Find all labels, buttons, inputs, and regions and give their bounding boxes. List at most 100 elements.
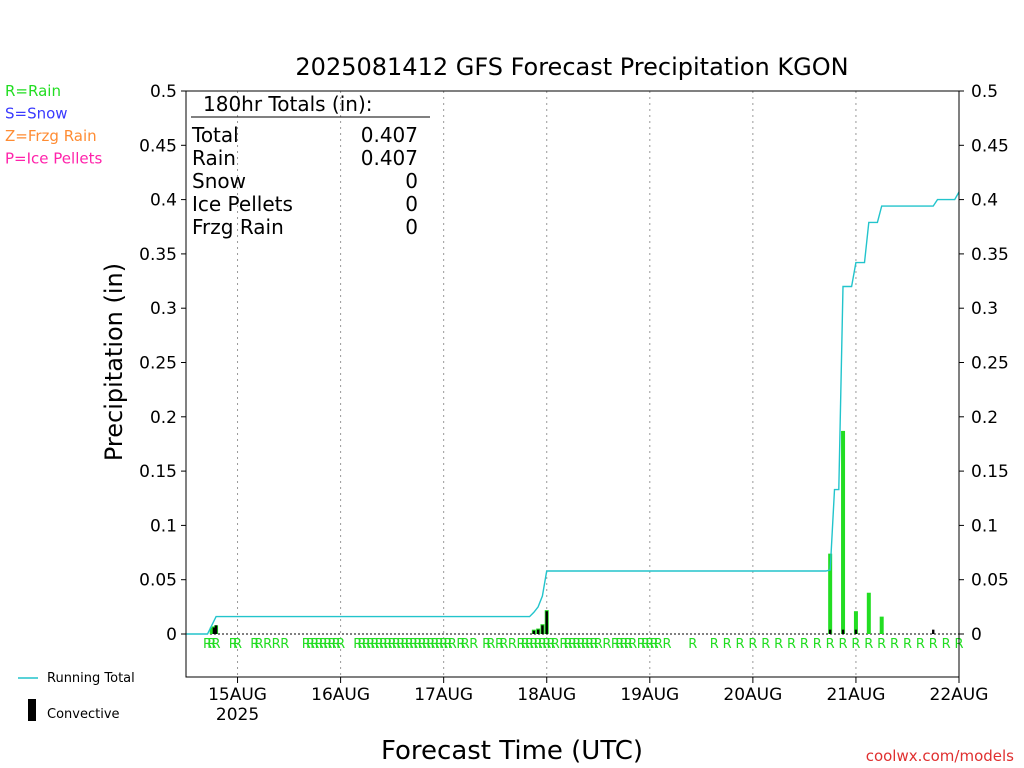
type-symbol: R	[405, 637, 414, 652]
totals-row-label: Total	[191, 123, 239, 147]
x-tick-label: 15AUG	[208, 685, 267, 705]
totals-header: 180hr Totals (in):	[203, 92, 373, 116]
legend-convective-swatch	[28, 699, 36, 721]
running-total-line	[186, 191, 960, 635]
totals-row-label: Rain	[192, 146, 236, 170]
type-symbol: R	[723, 637, 732, 652]
type-symbol: R	[929, 637, 938, 652]
type-symbol: R	[641, 637, 650, 652]
type-symbol: R	[624, 637, 633, 652]
type-symbol: R	[585, 637, 594, 652]
y-axis-label: Precipitation (in)	[100, 263, 128, 461]
type-symbol: R	[250, 637, 259, 652]
type-symbol: R	[370, 637, 379, 652]
legend-type-3: P=Ice Pellets	[5, 150, 102, 168]
y-tick-label-left: 0.2	[150, 408, 177, 428]
type-symbol: R	[568, 637, 577, 652]
type-symbol: R	[516, 637, 525, 652]
y-tick-label-right: 0.3	[971, 299, 998, 319]
credit-text: coolwx.com/models	[866, 747, 1014, 765]
type-symbol: R	[353, 637, 362, 652]
type-symbol: R	[589, 637, 598, 652]
type-legend: R=Rain S=Snow Z=Frzg Rain P=Ice Pellets	[5, 82, 102, 168]
type-symbol: R	[628, 637, 637, 652]
type-symbol: R	[431, 637, 440, 652]
type-symbol: R	[538, 637, 547, 652]
totals-row-value: 0.407	[361, 146, 418, 170]
x-tick-label: 16AUG	[311, 685, 370, 705]
type-symbol: R	[375, 637, 384, 652]
type-symbol: R	[654, 637, 663, 652]
type-symbol: R	[302, 637, 311, 652]
type-symbol: R	[534, 637, 543, 652]
y-tick-label-right: 0.05	[971, 571, 1009, 591]
totals-row-label: Frzg Rain	[192, 215, 284, 239]
type-symbol: R	[839, 637, 848, 652]
y-tick-label-left: 0.1	[150, 516, 177, 536]
type-symbol: R	[379, 637, 388, 652]
type-symbol: R	[890, 637, 899, 652]
rain-bar	[853, 611, 858, 634]
type-symbol: R	[396, 637, 405, 652]
legend-type-1: S=Snow	[5, 105, 68, 123]
type-symbol: R	[551, 637, 560, 652]
type-symbol: R	[306, 637, 315, 652]
type-symbol: R	[207, 637, 216, 652]
type-symbol: R	[362, 637, 371, 652]
type-symbol: R	[688, 637, 697, 652]
y-tick-label-left: 0.25	[139, 354, 177, 374]
y-tick-label-left: 0	[166, 625, 177, 645]
type-symbol: R	[525, 637, 534, 652]
type-symbol: R	[559, 637, 568, 652]
convective-bar	[532, 630, 536, 634]
type-symbol: R	[280, 637, 289, 652]
type-symbol: R	[233, 637, 242, 652]
type-symbol: R	[422, 637, 431, 652]
grid-lines	[237, 91, 857, 677]
convective-bar	[828, 629, 832, 634]
type-symbol: R	[315, 637, 324, 652]
type-symbol: R	[800, 637, 809, 652]
convective-bar	[854, 629, 858, 634]
y-tick-label-left: 0.3	[150, 299, 177, 319]
legend-type-2: Z=Frzg Rain	[5, 127, 97, 145]
right-y-ticks: 0 0.05 0.1 0.15 0.2 0.25 0.3 0.35 0.4 0.45 0.5	[959, 82, 1009, 645]
x-tick-label: 20AUG	[723, 685, 782, 705]
type-symbol: R	[710, 637, 719, 652]
type-symbol: R	[594, 637, 603, 652]
convective-bar	[932, 629, 935, 634]
x-tick-label: 18AUG	[517, 685, 576, 705]
type-symbol: R	[508, 637, 517, 652]
type-symbol: R	[826, 637, 835, 652]
type-symbol: R	[336, 637, 345, 652]
type-symbol: R	[212, 637, 221, 652]
type-symbol: R	[400, 637, 409, 652]
chart-title: 2025081412 GFS Forecast Precipitation KG…	[295, 53, 848, 81]
y-tick-label-right: 0.25	[971, 354, 1009, 374]
type-symbol: R	[461, 637, 470, 652]
type-symbol: R	[581, 637, 590, 652]
type-symbol: R	[310, 637, 319, 652]
y-axis-title: Precipitation (in)	[100, 263, 128, 461]
type-symbol: R	[645, 637, 654, 652]
y-tick-label-right: 0.35	[971, 245, 1009, 265]
y-tick-label-right: 0.1	[971, 516, 998, 536]
type-symbol: R	[761, 637, 770, 652]
totals-row-value: 0.407	[361, 123, 418, 147]
type-symbol: R	[735, 637, 744, 652]
type-symbol: R	[392, 637, 401, 652]
convective-bar	[536, 629, 540, 634]
convective-bar	[545, 611, 548, 634]
type-symbol: R	[263, 637, 272, 652]
type-symbol: R	[418, 637, 427, 652]
type-symbol: R	[577, 637, 586, 652]
y-tick-label-left: 0.15	[139, 462, 177, 482]
type-symbol: R	[903, 637, 912, 652]
convective-bars	[212, 611, 935, 634]
type-symbol: R	[547, 637, 556, 652]
type-symbol: R	[439, 637, 448, 652]
type-symbol: R	[327, 637, 336, 652]
type-symbol: R	[529, 637, 538, 652]
type-symbol: R	[942, 637, 951, 652]
x-tick-label: 17AUG	[414, 685, 473, 705]
